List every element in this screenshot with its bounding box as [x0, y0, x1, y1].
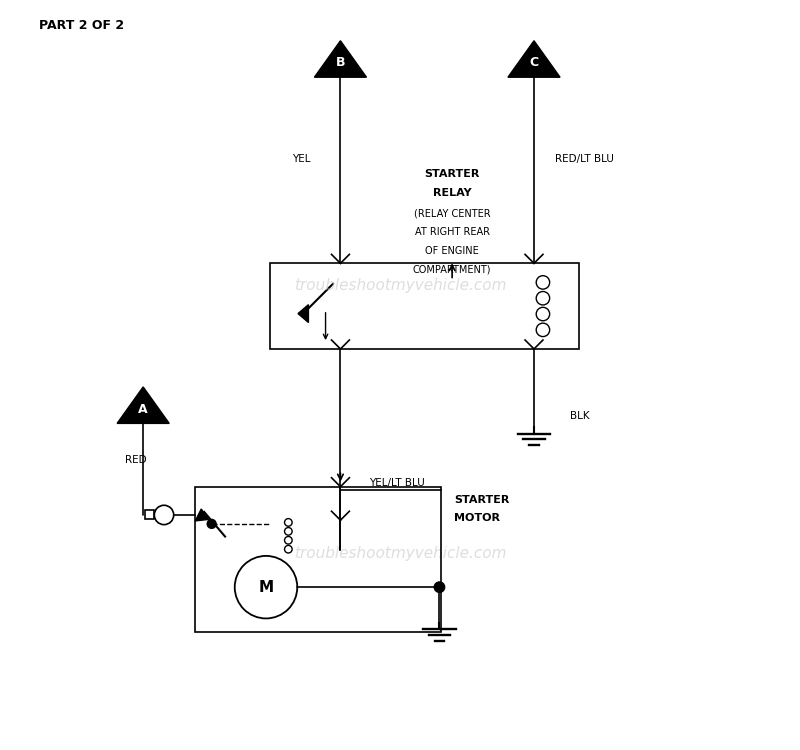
Text: STARTER: STARTER: [454, 495, 510, 505]
Text: PART 2 OF 2: PART 2 OF 2: [39, 20, 124, 32]
Text: RELAY: RELAY: [433, 188, 471, 197]
Text: MOTOR: MOTOR: [454, 513, 500, 523]
Text: YEL/LT BLU: YEL/LT BLU: [369, 478, 425, 488]
Text: troubleshootmyvehicle.com: troubleshootmyvehicle.com: [294, 546, 506, 561]
Text: A: A: [138, 403, 148, 416]
Text: STARTER: STARTER: [425, 169, 480, 179]
Text: RED/LT BLU: RED/LT BLU: [555, 154, 614, 164]
Polygon shape: [508, 40, 560, 77]
Text: B: B: [336, 56, 345, 70]
Text: BLK: BLK: [570, 411, 590, 421]
Bar: [270, 263, 578, 349]
Bar: [145, 511, 154, 520]
Polygon shape: [314, 40, 366, 77]
Polygon shape: [117, 387, 170, 424]
Text: C: C: [530, 56, 538, 70]
Text: YEL: YEL: [293, 154, 311, 164]
Text: COMPARTMENT): COMPARTMENT): [413, 264, 491, 274]
Text: troubleshootmyvehicle.com: troubleshootmyvehicle.com: [294, 278, 506, 293]
Text: RED: RED: [125, 454, 146, 465]
Text: (RELAY CENTER: (RELAY CENTER: [414, 209, 490, 218]
Text: M: M: [258, 580, 274, 595]
Text: OF ENGINE: OF ENGINE: [426, 246, 479, 256]
Text: AT RIGHT REAR: AT RIGHT REAR: [414, 227, 490, 237]
Bar: [195, 487, 441, 632]
Polygon shape: [298, 304, 309, 322]
Circle shape: [207, 520, 216, 528]
Circle shape: [434, 582, 445, 592]
Polygon shape: [195, 509, 209, 521]
